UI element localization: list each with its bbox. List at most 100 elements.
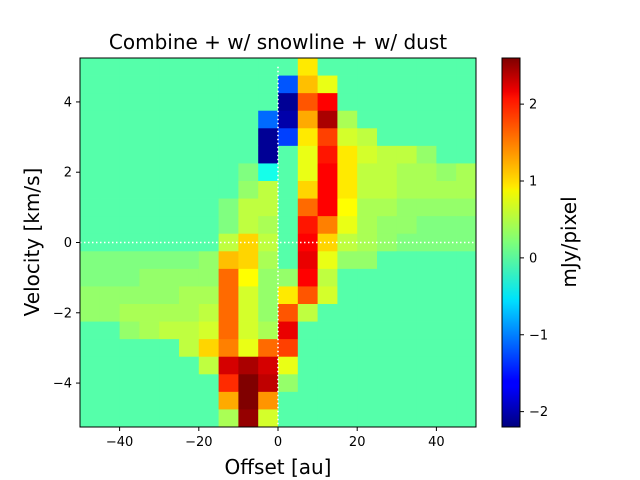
heatmap-cell	[377, 339, 398, 358]
reference-lines	[80, 66, 476, 427]
heatmap-cell	[258, 409, 279, 428]
heatmap-cell	[198, 58, 219, 76]
heatmap-cell	[159, 181, 180, 199]
heatmap-cell	[80, 409, 101, 428]
heatmap-cell	[179, 128, 200, 147]
heatmap-cell	[377, 58, 398, 76]
heatmap-cell	[119, 58, 140, 76]
heatmap-cell	[317, 145, 338, 164]
heatmap-cell	[80, 128, 101, 147]
heatmap-cell	[337, 391, 358, 410]
heatmap-cell	[337, 233, 358, 252]
heatmap-cell	[198, 391, 219, 410]
heatmap-cell	[258, 216, 279, 235]
heatmap-cell	[179, 251, 200, 270]
heatmap-cell	[337, 321, 358, 340]
heatmap-cell	[377, 216, 398, 235]
heatmap-cell	[377, 128, 398, 147]
heatmap-cell	[337, 128, 358, 147]
heatmap-cell	[456, 339, 477, 358]
heatmap-cell	[99, 268, 120, 287]
heatmap-cell	[297, 93, 318, 112]
heatmap-cell	[317, 251, 338, 270]
heatmap-cell	[99, 339, 120, 358]
heatmap-cell	[278, 374, 299, 393]
heatmap-cell	[396, 93, 417, 112]
heatmap-cell	[198, 268, 219, 287]
heatmap-cell	[456, 356, 477, 375]
heatmap-cell	[278, 110, 299, 129]
heatmap-cell	[357, 251, 378, 270]
heatmap-cell	[357, 391, 378, 410]
heatmap-cell	[297, 356, 318, 375]
heatmap-cell	[278, 216, 299, 235]
heatmap-cell	[238, 110, 259, 129]
heatmap-cell	[337, 356, 358, 375]
heatmap-cell	[218, 58, 239, 76]
heatmap-cell	[337, 145, 358, 164]
heatmap-cell	[416, 145, 437, 164]
heatmap-cell	[119, 128, 140, 147]
x-axis-label: Offset [au]	[225, 455, 332, 479]
heatmap-cell	[80, 251, 101, 270]
heatmap-cell	[278, 268, 299, 287]
y-tick-label: −2	[53, 306, 72, 321]
heatmap-cell	[218, 286, 239, 305]
heatmap-cell	[436, 163, 457, 182]
heatmap-cell	[317, 128, 338, 147]
heatmap-cell	[436, 110, 457, 129]
heatmap-cell	[456, 198, 477, 217]
heatmap-cell	[357, 268, 378, 287]
heatmap-cell	[198, 128, 219, 147]
heatmap-cell	[357, 75, 378, 94]
heatmap-cell	[139, 356, 160, 375]
heatmap-cell	[436, 374, 457, 393]
heatmap-cell	[139, 304, 160, 322]
heatmap-cell	[278, 145, 299, 164]
heatmap-cell	[357, 93, 378, 112]
heatmap-cell	[317, 268, 338, 287]
colorbar-tick-label: −1	[529, 328, 548, 343]
heatmap-cell	[357, 128, 378, 147]
heatmap-cell	[436, 268, 457, 287]
heatmap-cell	[377, 304, 398, 322]
heatmap-cell	[179, 75, 200, 94]
heatmap-cell	[99, 251, 120, 270]
heatmap-cell	[99, 304, 120, 322]
heatmap-cell	[159, 409, 180, 428]
heatmap-cell	[139, 198, 160, 217]
heatmap-cell	[99, 198, 120, 217]
heatmap-cell	[139, 181, 160, 199]
heatmap-cell	[80, 286, 101, 305]
heatmap-cell	[278, 356, 299, 375]
heatmap-cell	[198, 356, 219, 375]
heatmap-cell	[396, 145, 417, 164]
colorbar-frame	[501, 57, 521, 428]
heatmap-cell	[396, 304, 417, 322]
heatmap-cell	[337, 268, 358, 287]
heatmap-cell	[139, 409, 160, 428]
heatmap	[80, 58, 477, 428]
heatmap-cell	[119, 216, 140, 235]
heatmap-cell	[436, 251, 457, 270]
heatmap-cell	[278, 163, 299, 182]
heatmap-cell	[258, 391, 279, 410]
heatmap-cell	[297, 339, 318, 358]
heatmap-cell	[297, 233, 318, 252]
heatmap-cell	[357, 110, 378, 129]
colorbar-tick-label: 2	[529, 98, 537, 113]
heatmap-cell	[139, 339, 160, 358]
heatmap-cell	[139, 268, 160, 287]
heatmap-cell	[119, 286, 140, 305]
heatmap-cell	[119, 356, 140, 375]
x-tick-label: −20	[185, 435, 212, 450]
heatmap-cell	[416, 216, 437, 235]
heatmap-cell	[416, 304, 437, 322]
heatmap-cell	[139, 216, 160, 235]
heatmap-cell	[198, 181, 219, 199]
heatmap-cell	[297, 163, 318, 182]
heatmap-cell	[278, 409, 299, 428]
colorbar-label: mJy/pixel	[557, 196, 581, 287]
heatmap-cell	[416, 286, 437, 305]
